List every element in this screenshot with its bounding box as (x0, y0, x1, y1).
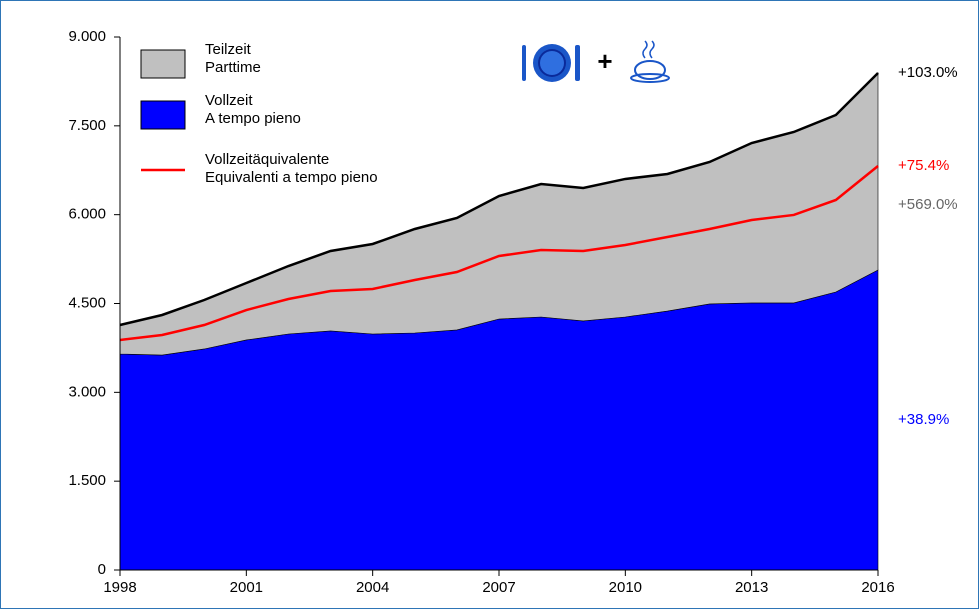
legend-label: Teilzeit Parttime (205, 41, 261, 76)
icon-caption: + (597, 46, 612, 76)
x-tick-label: 2010 (609, 579, 642, 596)
annotation: +103.0% (898, 64, 958, 81)
y-tick-label: 9.000 (68, 28, 106, 45)
y-tick-label: 1.500 (68, 472, 106, 489)
x-tick-label: 2001 (230, 579, 263, 596)
x-tick-label: 2013 (735, 579, 768, 596)
total-line (119, 72, 879, 327)
x-tick-label: 2016 (861, 579, 894, 596)
annotation: +75.4% (898, 157, 949, 174)
y-tick-label: 3.000 (68, 383, 106, 400)
y-tick-label: 4.500 (68, 294, 106, 311)
x-tick-label: 2007 (482, 579, 515, 596)
y-tick-label: 6.000 (68, 206, 106, 223)
x-tick-label: 2004 (356, 579, 389, 596)
legend-label: Vollzeitäquivalente Equivalenti a tempo … (205, 151, 378, 186)
y-tick-label: 0 (98, 561, 106, 578)
legend-swatch (140, 100, 186, 130)
annotation: +38.9% (898, 411, 949, 428)
annotation: +569.0% (898, 196, 958, 213)
plot-area (119, 72, 879, 571)
line (119, 165, 879, 342)
x-tick-label: 1998 (103, 579, 136, 596)
icons (522, 40, 670, 83)
y-tick-label: 7.500 (68, 117, 106, 134)
legend-swatch (140, 49, 186, 79)
legend-label: Vollzeit A tempo pieno (205, 92, 301, 127)
